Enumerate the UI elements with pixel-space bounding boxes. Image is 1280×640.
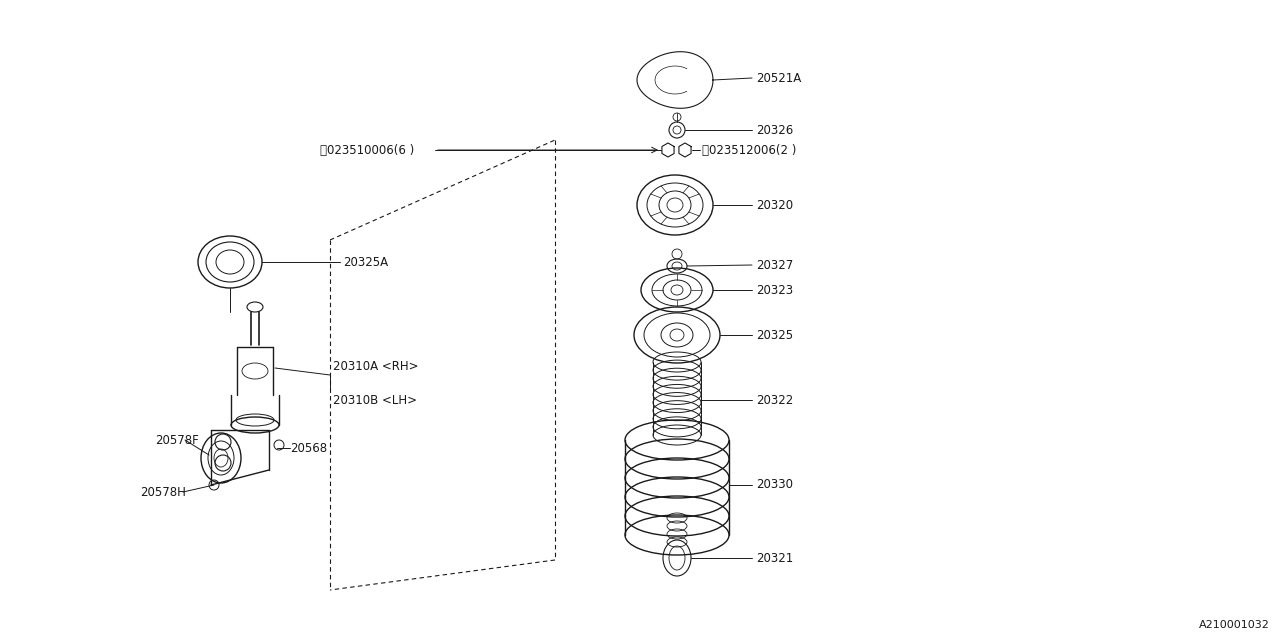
Text: 20578H: 20578H [140,486,186,499]
Text: 20320: 20320 [756,198,794,211]
Text: 20310A <RH>: 20310A <RH> [333,360,419,373]
Text: 20325: 20325 [756,328,794,342]
Polygon shape [662,143,675,157]
Text: 20321: 20321 [756,552,794,564]
Polygon shape [678,143,691,157]
Text: 20326: 20326 [756,124,794,136]
Text: Ⓞ023512006(2 ): Ⓞ023512006(2 ) [701,143,796,157]
Text: 20521A: 20521A [756,72,801,84]
Text: 20310B <LH>: 20310B <LH> [333,394,417,407]
Text: 20323: 20323 [756,284,794,296]
Polygon shape [637,52,713,108]
Text: 20568: 20568 [291,442,328,454]
Text: 20327: 20327 [756,259,794,271]
Text: 20578F: 20578F [155,433,198,447]
Text: 20330: 20330 [756,479,794,492]
Text: A210001032: A210001032 [1199,620,1270,630]
Text: Ⓞ023510006(6 ): Ⓞ023510006(6 ) [320,143,415,157]
Text: 20325A: 20325A [343,255,388,269]
Text: 20322: 20322 [756,394,794,406]
